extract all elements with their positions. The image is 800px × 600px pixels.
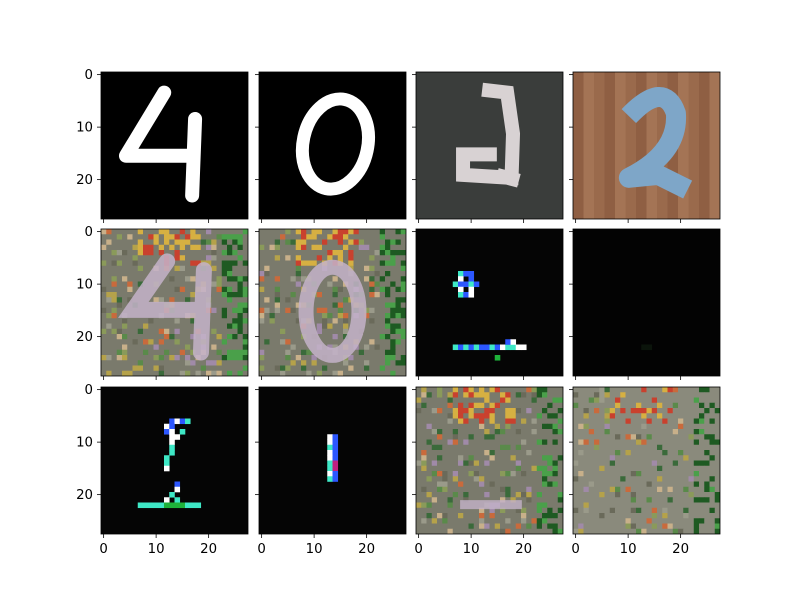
panel-image-content <box>295 92 375 196</box>
x-tick-label: 10 <box>463 542 480 557</box>
image-panel-r1c3 <box>569 228 721 380</box>
panel-image-content <box>259 229 406 376</box>
panel-image-content <box>573 229 720 376</box>
image-panel-r1c0: 0 10 20 <box>76 225 249 380</box>
y-tick-label: 20 <box>76 330 93 345</box>
panel-image-content <box>416 387 563 534</box>
y-tick-label: 20 <box>76 173 93 188</box>
x-tick-label: 10 <box>620 542 637 557</box>
panel-image-content <box>101 387 248 534</box>
panel-frame <box>415 228 564 377</box>
x-tick-label: 20 <box>200 542 217 557</box>
image-panel-r1c1 <box>255 228 407 380</box>
x-tick-label: 20 <box>515 542 532 557</box>
image-panel-r2c2: 0 10 20 <box>412 386 564 557</box>
image-panel-r2c0: 0 10 20 0 10 20 <box>76 383 249 557</box>
panel-frame <box>572 386 721 535</box>
panel-frame <box>100 71 249 220</box>
panel-frame <box>415 386 564 535</box>
panel-frame <box>572 228 721 377</box>
x-tick-label: 20 <box>672 542 689 557</box>
y-tick-label: 0 <box>85 383 93 398</box>
x-tick-label: 20 <box>358 542 375 557</box>
image-panel-r2c1: 0 10 20 <box>255 386 407 557</box>
panel-frame <box>100 386 249 535</box>
image-panel-r0c3 <box>569 71 721 223</box>
y-tick-label: 10 <box>76 121 93 136</box>
y-tick-label: 10 <box>76 436 93 451</box>
y-tick-label: 0 <box>85 68 93 83</box>
panel-image-content <box>456 82 521 188</box>
image-panel-r0c1 <box>255 71 407 223</box>
y-tick-label: 0 <box>85 225 93 240</box>
panel-image-content <box>573 72 720 219</box>
panel-frame <box>100 228 249 377</box>
x-tick-label: 0 <box>571 542 579 557</box>
x-tick-label: 0 <box>99 542 107 557</box>
panel-frame <box>258 228 407 377</box>
image-panel-r0c2 <box>412 71 564 223</box>
panel-image-content <box>573 387 720 534</box>
panel-image-content <box>118 85 203 203</box>
panel-background <box>101 72 248 219</box>
panel-frame <box>258 71 407 220</box>
y-tick-label: 20 <box>76 488 93 503</box>
panel-image-content <box>101 229 248 376</box>
panel-image-content <box>416 229 563 376</box>
x-tick-label: 10 <box>148 542 165 557</box>
x-tick-label: 10 <box>306 542 323 557</box>
x-tick-label: 0 <box>257 542 265 557</box>
image-panel-r0c0: 0 10 20 <box>76 68 249 223</box>
panel-frame <box>572 71 721 220</box>
panel-image-content <box>259 387 406 534</box>
image-panel-r1c2 <box>412 228 564 380</box>
panel-frame <box>415 71 564 220</box>
panel-frame <box>258 386 407 535</box>
image-panel-r2c3: 0 10 20 <box>569 386 721 557</box>
y-tick-label: 10 <box>76 278 93 293</box>
x-tick-label: 0 <box>414 542 422 557</box>
